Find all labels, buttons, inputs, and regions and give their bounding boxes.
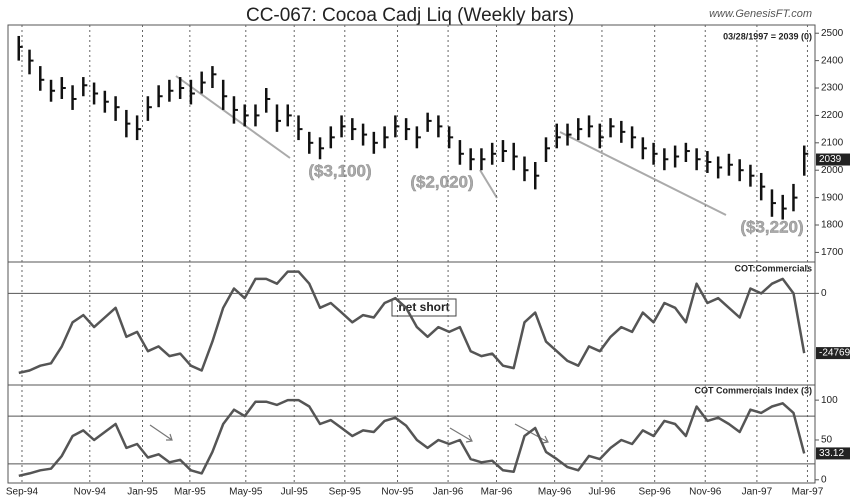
- panel-title: COT:Commercials: [734, 263, 812, 273]
- source: www.GenesisFT.com: [709, 8, 812, 20]
- y-tick-label: 1800: [821, 220, 844, 231]
- y-tick-label: 2200: [821, 110, 844, 121]
- trend-line: [479, 169, 498, 199]
- y-tick-label: 1700: [821, 247, 844, 258]
- y-tick-label: 2000: [821, 165, 844, 176]
- x-tick-label: May-96: [538, 487, 572, 498]
- y-tick-label: 0: [821, 288, 827, 299]
- x-tick-label: Sep-95: [329, 487, 362, 498]
- x-tick-label: Sep-94: [6, 487, 39, 498]
- x-tick-label: Nov-95: [381, 487, 414, 498]
- last-value-label: 33.12: [819, 448, 844, 459]
- x-tick-label: May-95: [229, 487, 263, 498]
- marks: Sep-94 Nov-94 Jan-95 Mar-95 May-95 Jul-95 Sep-…: [6, 24, 851, 498]
- line: [18, 270, 806, 375]
- x-tick-label: Mar-96: [481, 487, 513, 498]
- arrow: [449, 427, 473, 443]
- x-tick-label: Jan-95: [127, 487, 158, 498]
- x-tick-label: Mar-97: [792, 487, 824, 498]
- x-tick-label: Jan-96: [433, 487, 464, 498]
- y-tick-label: 0: [821, 474, 827, 485]
- y-tick-label: 2300: [821, 83, 844, 94]
- x-tick-label: Sep-96: [639, 487, 672, 498]
- x-tick-label: Nov-94: [74, 487, 107, 498]
- date-label: 03/28/1997 = 2039 (0): [723, 31, 812, 41]
- chart-title: CC-067: Cocoa Cadj Liq (Weekly bars): [246, 5, 574, 26]
- annotation: ($3,220): [740, 217, 803, 236]
- arrows: [149, 423, 549, 444]
- last-value-label: -24769: [819, 348, 851, 359]
- last-value-label: 2039: [819, 154, 842, 165]
- x-tick-label: Mar-95: [174, 487, 206, 498]
- x-tick-label: Jul-96: [588, 487, 616, 498]
- panel-frame: [7, 384, 816, 484]
- y-tick-label: 2500: [821, 28, 844, 39]
- y-tick-label: 1900: [821, 192, 844, 203]
- annotation: ($2,020): [410, 172, 473, 191]
- line: [18, 398, 806, 478]
- last-value-box: [816, 153, 850, 166]
- annotation: net short: [398, 300, 449, 314]
- last-value-box: [816, 347, 850, 360]
- x-tick-label: Jul-95: [281, 487, 309, 498]
- y-tick-label: 2100: [821, 137, 844, 148]
- arrow: [149, 424, 173, 441]
- last-value-box: [816, 447, 850, 460]
- y-tick-label: 50: [821, 435, 833, 446]
- x-tick-label: Jan-97: [742, 487, 773, 498]
- y-tick-label: 2400: [821, 55, 844, 66]
- panel-title: COT Commercials Index (3): [694, 385, 812, 395]
- arrow: [514, 423, 549, 444]
- y-tick-label: 100: [821, 395, 838, 406]
- trend-line: [559, 131, 727, 216]
- x-tick-label: Nov-96: [689, 487, 722, 498]
- annotation: ($3,100): [308, 161, 371, 180]
